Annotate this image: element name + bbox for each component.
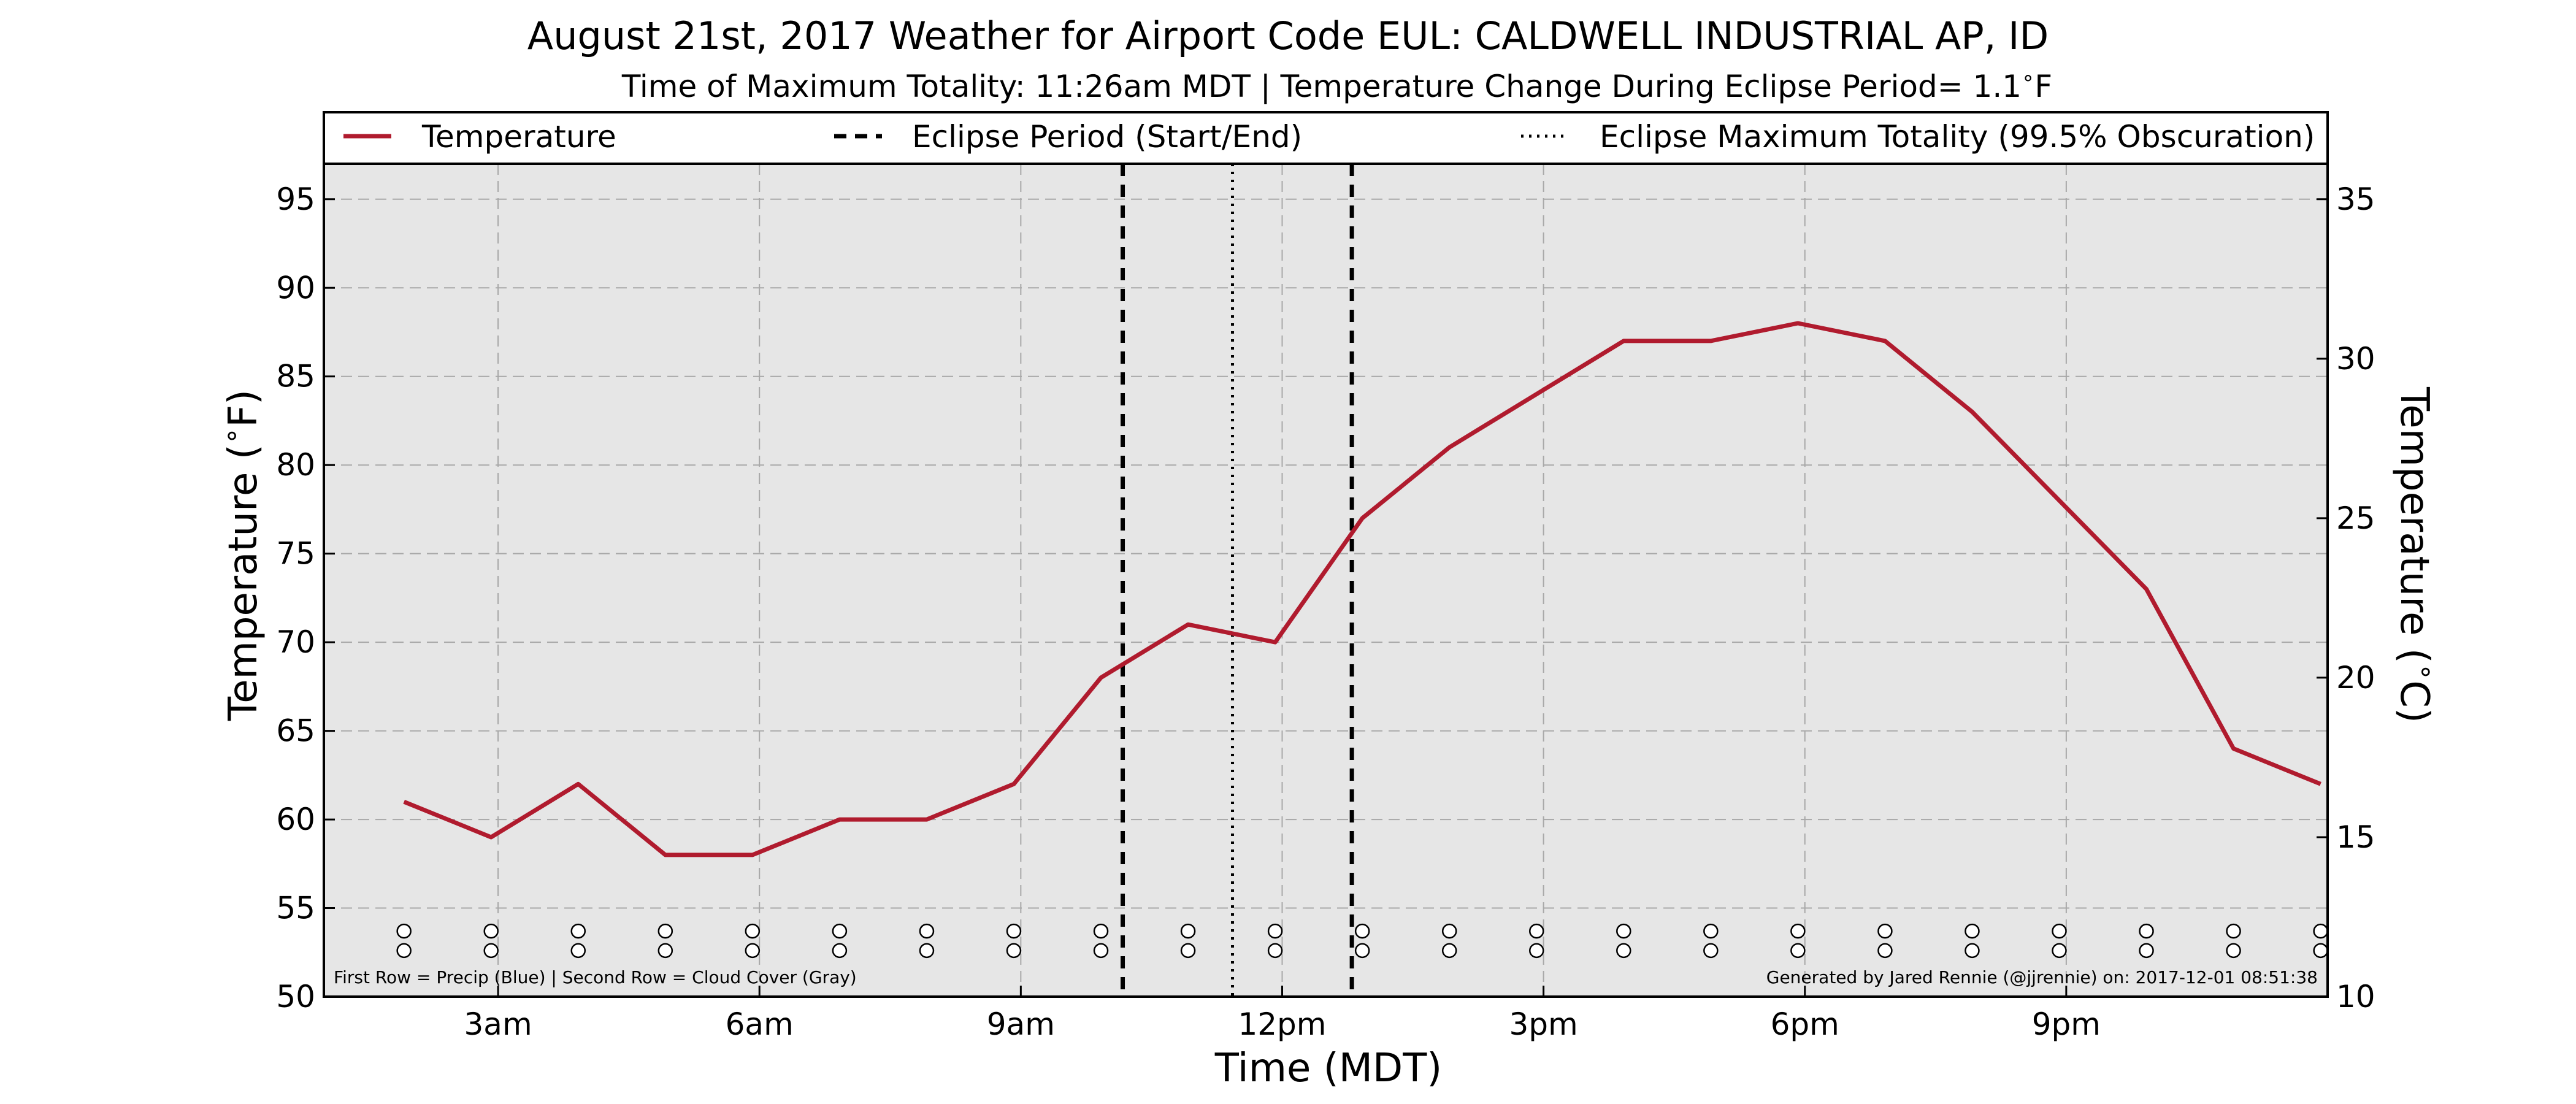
cloud-cover-marker <box>1616 943 1631 959</box>
chart-subtitle: Time of Maximum Totality: 11:26am MDT | … <box>621 66 2052 104</box>
precip-marker <box>919 923 935 939</box>
x-tick-label: 12pm <box>1238 1006 1326 1042</box>
cloud-cover-marker <box>745 943 761 959</box>
y-left-tick-label: 85 <box>276 359 315 394</box>
precip-marker <box>1180 923 1196 939</box>
cloud-cover-marker <box>2139 943 2154 959</box>
cloud-cover-marker <box>1267 943 1283 959</box>
y-left-tick-label: 65 <box>276 713 315 749</box>
cloud-cover-marker <box>832 943 848 959</box>
cloud-cover-marker <box>1441 943 1457 959</box>
y-left-degree-symbol: ∘ <box>216 427 247 445</box>
precip-marker <box>1965 923 1980 939</box>
precip-marker <box>2226 923 2241 939</box>
subtitle-unit: F <box>2034 69 2052 104</box>
footnote-marker-legend: First Row = Precip (Blue) | Second Row =… <box>334 967 857 987</box>
y-axis-right-label: Temperature (∘C) <box>2391 386 2442 723</box>
y-right-tick-label: 25 <box>2336 500 2375 536</box>
cloud-cover-marker <box>1703 943 1719 959</box>
y-left-tick-label: 60 <box>276 802 315 837</box>
legend-eclipse-max-label: Eclipse Maximum Totality (99.5% Obscurat… <box>1600 119 2315 155</box>
cloud-cover-marker <box>1006 943 1022 959</box>
cloud-cover-marker <box>570 943 586 959</box>
precip-marker <box>483 923 499 939</box>
precip-marker <box>1006 923 1022 939</box>
cloud-cover-marker <box>919 943 935 959</box>
y-right-degree-symbol: ∘ <box>2410 664 2442 681</box>
y-axis-left-label: Temperature (∘F) <box>216 389 266 721</box>
precip-marker <box>2139 923 2154 939</box>
precip-marker <box>1703 923 1719 939</box>
y-left-tick-label: 75 <box>276 536 315 572</box>
precip-marker <box>1093 923 1109 939</box>
cloud-cover-marker <box>1180 943 1196 959</box>
legend-eclipse-period-label: Eclipse Period (Start/End) <box>912 119 1302 155</box>
y-right-tick-label: 20 <box>2336 660 2375 696</box>
precip-marker <box>1616 923 1631 939</box>
y-left-tick-label: 90 <box>276 270 315 305</box>
precip-marker <box>1790 923 1806 939</box>
y-left-tick-label: 50 <box>276 979 315 1014</box>
legend: Temperature Eclipse Period (Start/End) E… <box>323 111 2329 165</box>
y-right-label-unit: C) <box>2391 680 2437 723</box>
x-tick-label: 6am <box>726 1006 794 1042</box>
chart-title: August 21st, 2017 Weather for Airport Co… <box>527 13 2049 58</box>
y-right-tick-label: 30 <box>2336 341 2375 377</box>
x-tick-label: 6pm <box>1771 1006 1839 1042</box>
temperature-series-line <box>403 321 2321 857</box>
y-left-label-main: Temperature ( <box>221 444 266 721</box>
y-left-tick-label: 70 <box>276 624 315 660</box>
x-axis-label: Time (MDT) <box>1214 1046 1443 1091</box>
precip-marker <box>1354 923 1370 939</box>
precip-marker <box>745 923 761 939</box>
cloud-cover-marker <box>483 943 499 959</box>
y-right-tick-label: 35 <box>2336 182 2375 217</box>
cloud-cover-marker <box>2313 943 2328 959</box>
precip-marker <box>2313 923 2328 939</box>
footnote-generated-by: Generated by Jared Rennie (@jjrennie) on… <box>1766 967 2318 987</box>
cloud-cover-marker <box>1877 943 1893 959</box>
y-left-tick-label: 55 <box>276 891 315 926</box>
x-tick-label: 3pm <box>1509 1006 1577 1042</box>
cloud-cover-marker <box>2052 943 2067 959</box>
y-right-label-main: Temperature ( <box>2391 386 2437 664</box>
y-left-label-unit: F) <box>221 389 266 427</box>
precip-marker <box>570 923 586 939</box>
x-tick-label: 3am <box>464 1006 532 1042</box>
cloud-cover-marker <box>1965 943 1980 959</box>
plot-area: 50 55 60 65 70 75 80 85 90 95 3am 6am 9am 12pm 3pm 6pm 9… <box>276 163 2375 1042</box>
precip-marker <box>1877 923 1893 939</box>
precip-marker <box>396 923 412 939</box>
precip-marker <box>1441 923 1457 939</box>
cloud-cover-marker <box>1354 943 1370 959</box>
cloud-cover-marker <box>1528 943 1544 959</box>
subtitle-main-text: Time of Maximum Totality: 11:26am MDT | … <box>621 69 2022 104</box>
precip-marker <box>1528 923 1544 939</box>
precip-marker <box>657 923 673 939</box>
y-right-tick-label: 15 <box>2336 819 2375 855</box>
cloud-cover-marker <box>1790 943 1806 959</box>
precip-marker <box>1267 923 1283 939</box>
cloud-cover-marker <box>657 943 673 959</box>
legend-box <box>323 111 2329 165</box>
precip-marker <box>2052 923 2067 939</box>
cloud-cover-marker <box>1093 943 1109 959</box>
legend-temperature-label: Temperature <box>421 119 616 155</box>
plot-background <box>324 164 2328 997</box>
subtitle-degree-symbol: ∘ <box>2022 66 2034 90</box>
y-left-tick-label: 80 <box>276 447 315 483</box>
precip-marker <box>832 923 848 939</box>
y-left-tick-label: 95 <box>276 182 315 217</box>
cloud-cover-marker <box>396 943 412 959</box>
x-tick-label: 9pm <box>2032 1006 2101 1042</box>
y-right-tick-label: 10 <box>2336 979 2375 1014</box>
cloud-cover-marker <box>2226 943 2241 959</box>
x-tick-label: 9am <box>987 1006 1055 1042</box>
